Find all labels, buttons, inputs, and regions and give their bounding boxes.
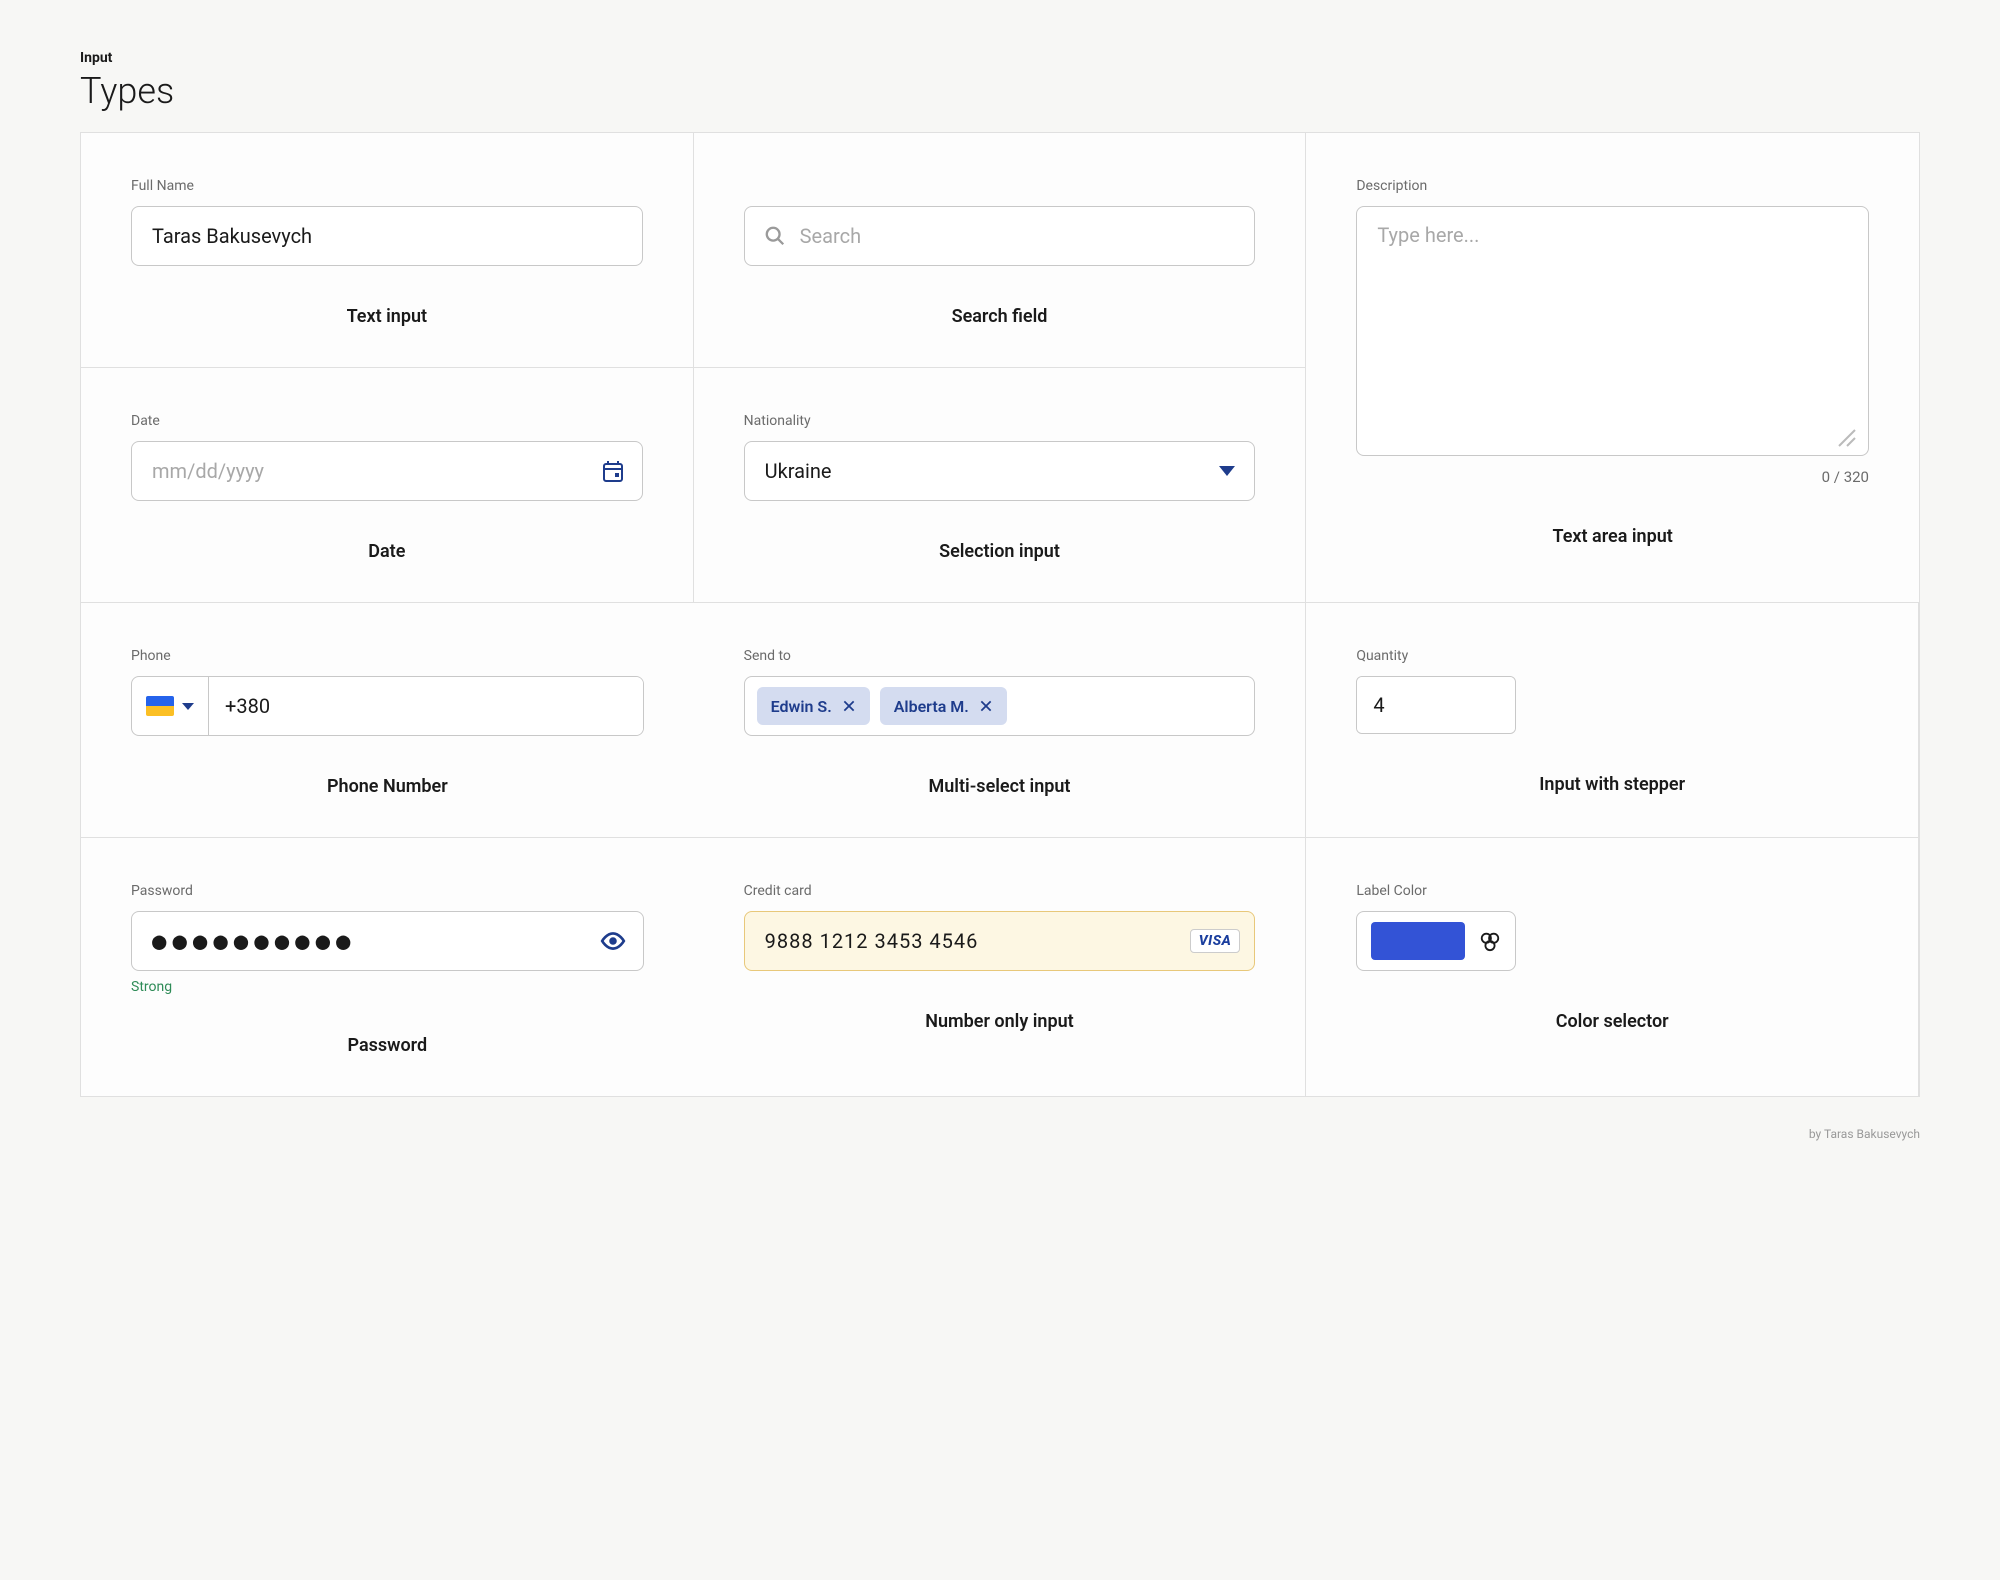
phone-input[interactable] bbox=[209, 677, 643, 735]
color-selector[interactable] bbox=[1356, 911, 1516, 971]
nationality-label: Nationality bbox=[744, 413, 1256, 429]
cell-phone: Phone Phone Number bbox=[81, 603, 694, 838]
description-textarea[interactable] bbox=[1356, 206, 1869, 456]
cell-color-selector: Label Color Color selector bbox=[1306, 838, 1919, 1096]
multiselect-caption: Multi-select input bbox=[744, 776, 1256, 797]
visa-badge-icon: VISA bbox=[1190, 929, 1241, 953]
phone-label: Phone bbox=[131, 648, 644, 664]
search-input[interactable] bbox=[744, 206, 1256, 266]
cell-date: Date Date bbox=[81, 368, 694, 603]
chip: Edwin S. bbox=[757, 687, 870, 725]
color-swatch bbox=[1371, 922, 1465, 960]
cell-stepper: Quantity Input with stepper bbox=[1306, 603, 1919, 838]
resize-handle-icon[interactable] bbox=[1835, 426, 1859, 450]
cell-textarea: Description 0 / 320 Text area input bbox=[1306, 133, 1919, 603]
phone-country-selector[interactable] bbox=[132, 677, 209, 735]
nationality-select[interactable]: Ukraine bbox=[744, 441, 1256, 501]
ukraine-flag-icon bbox=[146, 696, 174, 716]
credit-card-input[interactable]: 9888 1212 3453 4546 VISA bbox=[744, 911, 1256, 971]
send-to-label: Send to bbox=[744, 648, 1256, 664]
full-name-input[interactable] bbox=[131, 206, 643, 266]
search-field-caption: Search field bbox=[744, 306, 1256, 327]
phone-caption: Phone Number bbox=[131, 776, 644, 797]
cell-multiselect: Send to Edwin S. Alberta M. Multi-select… bbox=[694, 603, 1307, 838]
search-spacer bbox=[744, 178, 1256, 194]
page-title: Types bbox=[80, 70, 1920, 112]
remove-chip-icon[interactable] bbox=[979, 699, 993, 713]
chevron-down-icon bbox=[1219, 466, 1235, 476]
remove-chip-icon[interactable] bbox=[842, 699, 856, 713]
cell-password: Password Strong Password bbox=[81, 838, 694, 1096]
calendar-icon[interactable] bbox=[601, 459, 625, 483]
credit-card-caption: Number only input bbox=[744, 1011, 1256, 1032]
search-icon bbox=[764, 225, 786, 247]
chip-label: Alberta M. bbox=[894, 697, 969, 716]
textarea-counter: 0 / 320 bbox=[1356, 468, 1869, 486]
cell-select: Nationality Ukraine Selection input bbox=[694, 368, 1307, 603]
header-eyebrow: Input bbox=[80, 50, 1920, 66]
footer-credit: by Taras Bakusevych bbox=[80, 1127, 1920, 1141]
credit-card-number: 9888 1212 3453 4546 bbox=[765, 929, 1178, 953]
chip: Alberta M. bbox=[880, 687, 1007, 725]
date-label: Date bbox=[131, 413, 643, 429]
select-caption: Selection input bbox=[744, 541, 1256, 562]
text-input-caption: Text input bbox=[131, 306, 643, 327]
send-to-multiselect[interactable]: Edwin S. Alberta M. bbox=[744, 676, 1256, 736]
password-strength: Strong bbox=[131, 979, 644, 995]
credit-card-label: Credit card bbox=[744, 883, 1256, 899]
color-caption: Color selector bbox=[1356, 1011, 1868, 1032]
stepper-caption: Input with stepper bbox=[1356, 774, 1868, 795]
cell-text-input: Full Name Text input bbox=[81, 133, 694, 368]
password-caption: Password bbox=[131, 1035, 644, 1056]
input-types-grid: Full Name Text input Search field Descri… bbox=[80, 132, 1920, 1097]
date-caption: Date bbox=[131, 541, 643, 562]
description-label: Description bbox=[1356, 178, 1869, 194]
chevron-down-icon bbox=[182, 703, 194, 710]
date-input[interactable] bbox=[131, 441, 643, 501]
cell-search-field: Search field bbox=[694, 133, 1307, 368]
label-color-label: Label Color bbox=[1356, 883, 1868, 899]
password-label: Password bbox=[131, 883, 644, 899]
chip-label: Edwin S. bbox=[771, 697, 832, 716]
eye-icon[interactable] bbox=[600, 928, 626, 954]
password-input[interactable] bbox=[131, 911, 644, 971]
textarea-caption: Text area input bbox=[1356, 526, 1869, 547]
quantity-label: Quantity bbox=[1356, 648, 1868, 664]
full-name-label: Full Name bbox=[131, 178, 643, 194]
quantity-input[interactable] bbox=[1357, 677, 1516, 733]
color-picker-icon bbox=[1479, 930, 1501, 952]
cell-credit-card: Credit card 9888 1212 3453 4546 VISA Num… bbox=[694, 838, 1307, 1096]
